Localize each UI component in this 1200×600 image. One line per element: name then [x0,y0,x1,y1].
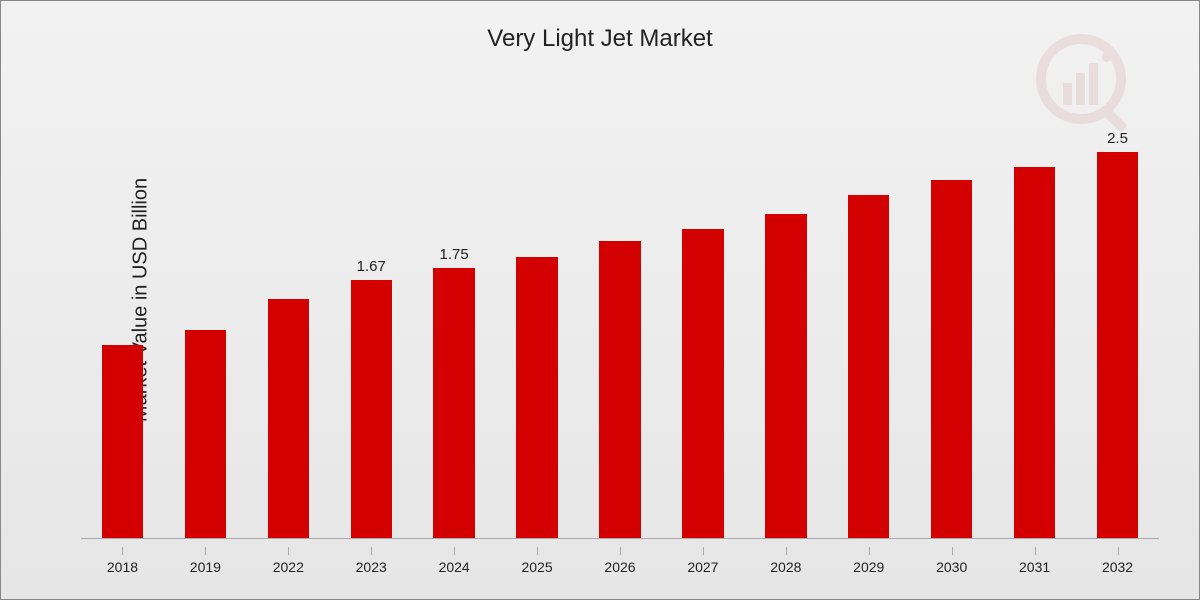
bar [931,180,972,538]
bar [516,257,557,538]
x-tick-label: 2032 [1076,559,1159,575]
bar-slot [993,121,1076,538]
x-tick-label: 2019 [164,559,247,575]
x-tick-label: 2024 [413,559,496,575]
bar-value-label: 2.5 [1107,130,1128,148]
chart-frame: Very Light Jet Market Market Value in US… [0,0,1200,600]
bar-slot [827,121,910,538]
bar [848,195,889,538]
bar [351,280,392,538]
bar [268,299,309,538]
bar-value-label: 1.67 [357,258,386,276]
x-tick-label: 2028 [744,559,827,575]
bar [682,229,723,538]
x-tick-label: 2031 [993,559,1076,575]
x-tick-label: 2029 [827,559,910,575]
bar-slot: 1.75 [413,121,496,538]
bar [185,330,226,539]
bar [102,345,143,538]
bar-value-label: 1.75 [440,246,469,264]
chart-title: Very Light Jet Market [1,25,1199,53]
bar [433,268,474,538]
bar-slot [164,121,247,538]
x-tick-label: 2026 [579,559,662,575]
plot-area: 1.67 1.75 2.5 [81,121,1159,539]
bar-slot [744,121,827,538]
bar-slot: 1.67 [330,121,413,538]
x-axis: 2018201920222023202420252026202720282029… [81,559,1159,575]
x-tick-label: 2023 [330,559,413,575]
bar-slot [247,121,330,538]
bar [765,214,806,538]
x-tick-label: 2018 [81,559,164,575]
bar-slot: 2.5 [1076,121,1159,538]
x-tick-label: 2027 [661,559,744,575]
bar-slot [579,121,662,538]
x-tick-label: 2030 [910,559,993,575]
bar [599,241,640,538]
bar-slot [910,121,993,538]
bar-slot [661,121,744,538]
bar-slot [81,121,164,538]
x-tick-label: 2022 [247,559,330,575]
bar [1097,152,1138,538]
bar-slot [496,121,579,538]
x-tick-label: 2025 [496,559,579,575]
bar [1014,167,1055,538]
